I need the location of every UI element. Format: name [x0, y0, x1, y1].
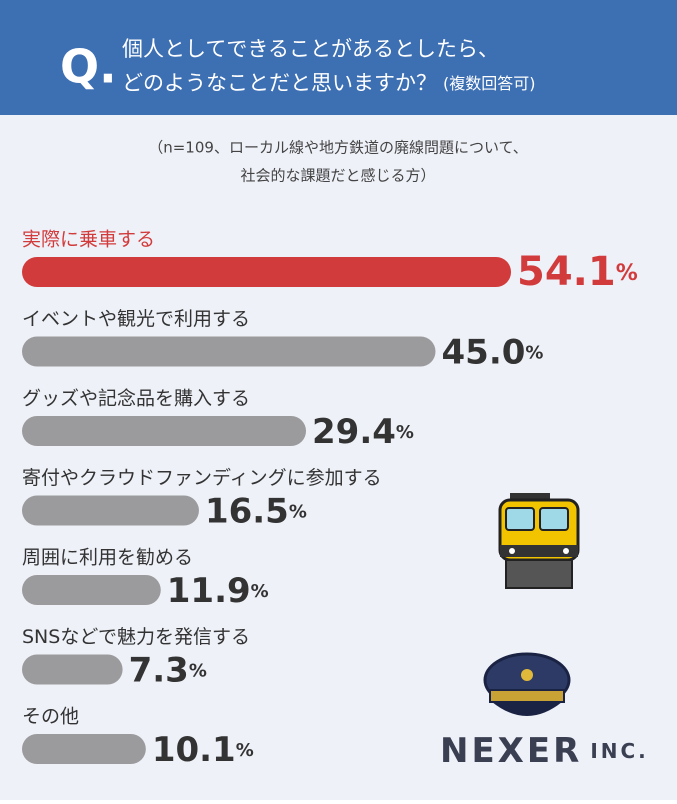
value-label: 16.5%: [205, 491, 307, 531]
value-label: 54.1%: [517, 249, 638, 295]
value-unit: %: [189, 661, 207, 682]
value-unit: %: [616, 261, 638, 286]
value-label: 7.3: [129, 650, 189, 690]
value-label: 54.1: [517, 249, 616, 295]
cap-icon: [483, 652, 571, 716]
bar: [22, 575, 161, 605]
value-label: 29.4: [312, 412, 396, 452]
category-label: 実際に乗車する: [22, 229, 155, 251]
value-unit: %: [236, 740, 254, 761]
logo-suffix: INC.: [590, 739, 648, 763]
bar: [22, 734, 146, 764]
logo: NEXER: [440, 731, 582, 771]
value-label: 10.1: [152, 730, 236, 770]
category-label: グッズや記念品を購入する: [22, 387, 250, 410]
bar: [22, 654, 123, 685]
bar: [22, 416, 307, 446]
bar: [22, 336, 436, 367]
value-label: 16.5: [205, 491, 289, 531]
logo: NEXER INC.: [440, 731, 649, 771]
value-label: 10.1%: [152, 730, 254, 770]
category-label: 寄付やクラウドファンディングに参加する: [22, 467, 382, 489]
value-label: 11.9: [167, 571, 251, 611]
value-unit: %: [251, 581, 269, 602]
value-label: 45.0: [442, 332, 526, 372]
title: どのようなことだと思いますか？ (複数回答可): [122, 71, 536, 95]
train-icon: [498, 493, 580, 589]
value-label: 7.3%: [129, 650, 207, 690]
category-label: 周囲に利用を勧める: [22, 547, 193, 569]
category-label: その他: [22, 706, 79, 728]
title-note: (複数回答可): [443, 74, 536, 93]
bar: [22, 495, 199, 526]
category-label: SNSなどで魅力を発信する: [22, 626, 250, 648]
value-label: 11.9%: [167, 571, 269, 611]
bar: [22, 257, 512, 287]
header: [0, 0, 677, 115]
title: どのようなことだと思いますか？: [122, 71, 437, 95]
value-label: 29.4%: [312, 412, 414, 452]
value-unit: %: [396, 422, 414, 443]
value-unit: %: [525, 343, 543, 364]
subtitle: 社会的な課題だと感じる方）: [240, 167, 435, 185]
subtitle: （n=109、ローカル線や地方鉄道の廃線問題について、: [148, 139, 528, 157]
title: 個人としてできることがあるとしたら、: [122, 37, 499, 61]
value-label: 45.0%: [442, 332, 544, 372]
value-unit: %: [289, 502, 307, 523]
category-label: イベントや観光で利用する: [22, 308, 250, 330]
question-mark: Q.: [60, 40, 117, 94]
